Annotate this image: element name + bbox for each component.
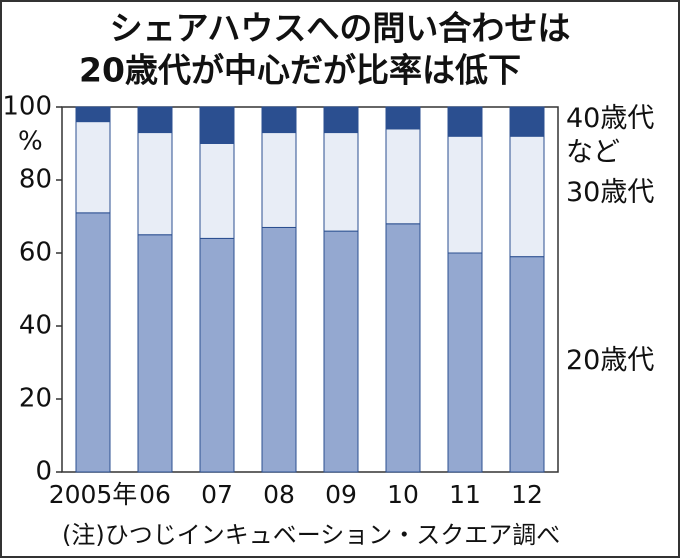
legend-item: 40歳代など [566, 102, 655, 168]
x-tick-label: 08 [263, 480, 295, 509]
bar-segment [385, 106, 421, 130]
y-tick-label: 40 [19, 311, 52, 341]
bar-segment [199, 106, 235, 144]
legend-label: 40歳代など [566, 102, 655, 168]
bar-segment [75, 106, 111, 123]
note: (注)ひつじインキュベーション・スクエア調べ [62, 521, 560, 549]
bar-segment [385, 223, 421, 473]
legend-item: 30歳代 [566, 177, 655, 209]
y-tick-label: 60 [19, 238, 52, 268]
bar-segment [137, 132, 173, 236]
bar-segment [199, 237, 235, 473]
bar-segment [137, 106, 173, 134]
y-tick-label: 80 [19, 165, 52, 195]
legend-label: 30歳代 [566, 177, 655, 209]
x-tick-label: 07 [201, 480, 233, 509]
bar-segment [261, 132, 297, 228]
bar-segment [137, 234, 173, 473]
bar-segment [385, 128, 421, 225]
y-tick-label: 100 [2, 92, 52, 122]
x-tick-label: 06 [139, 480, 171, 509]
bar-segment [447, 135, 483, 254]
y-unit: % [18, 127, 43, 157]
bar-segment [261, 106, 297, 134]
x-tick-label: 10 [387, 480, 419, 509]
chart-title: シェアハウスへの問い合わせは [110, 9, 571, 48]
legend-item: 20歳代 [566, 345, 655, 377]
bar-segment [509, 256, 545, 473]
x-tick-label: 09 [325, 480, 357, 509]
legend-label: 20歳代 [566, 345, 655, 377]
y-tick-label: 20 [19, 384, 52, 414]
bar-segment [261, 226, 297, 473]
bar-segment [323, 132, 359, 232]
x-tick-label: 12 [511, 480, 543, 509]
x-tick-label: 11 [449, 480, 481, 509]
bar-segment [323, 106, 359, 134]
bar-segment [199, 143, 235, 239]
y-tick-label: 0 [35, 457, 52, 487]
bar-segment [75, 121, 111, 214]
bar-segment [447, 106, 483, 137]
plot-area [61, 106, 559, 473]
bar-segment [447, 252, 483, 473]
bar-segment [75, 212, 111, 473]
x-tick-label: 2005年 [49, 480, 138, 509]
bar-segment [323, 230, 359, 473]
bar-segment [509, 106, 545, 137]
bar-segment [509, 135, 545, 258]
chart-title: 20歳代が中心だが比率は低下 [79, 51, 521, 90]
